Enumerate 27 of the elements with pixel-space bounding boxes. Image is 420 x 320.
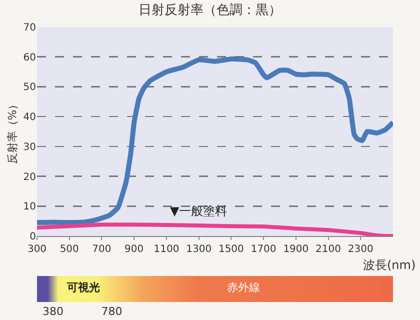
x-tick-label: 1700	[250, 244, 276, 255]
y-tick-label: 0	[30, 232, 36, 242]
series-label: ▼一般塗料	[170, 204, 228, 218]
y-axis-title: 反射率（%）	[6, 98, 19, 164]
y-tick-label: 60	[23, 52, 36, 64]
y-tick-label: 40	[23, 112, 36, 124]
x-tick-label: 700	[92, 244, 112, 255]
text: 780	[101, 305, 122, 318]
text: 可視光	[66, 280, 100, 295]
x-axis-title: 波長(nm)	[363, 258, 416, 272]
x-tick-label: 1900	[283, 244, 309, 255]
x-tick-label: 300	[27, 244, 47, 255]
y-tick-label: 20	[23, 172, 36, 183]
x-tick-label: 1100	[154, 244, 180, 255]
y-tick-label: 10	[23, 202, 36, 213]
x-tick-label: 1500	[218, 244, 244, 255]
y-tick-label: 30	[23, 142, 36, 153]
x-tick-label: 900	[124, 244, 144, 255]
text: 380	[42, 305, 64, 318]
x-tick-label: 2300	[348, 244, 374, 255]
y-tick-label: 50	[23, 82, 36, 94]
x-tick-label: 2100	[316, 244, 341, 255]
x-tick-label: 500	[60, 244, 79, 255]
text: 赤外線	[226, 280, 260, 295]
x-tick-label: 1300	[186, 244, 212, 255]
chart-title: 日射反射率（色調：黒）	[138, 2, 282, 18]
y-tick-label: 70	[23, 22, 36, 34]
